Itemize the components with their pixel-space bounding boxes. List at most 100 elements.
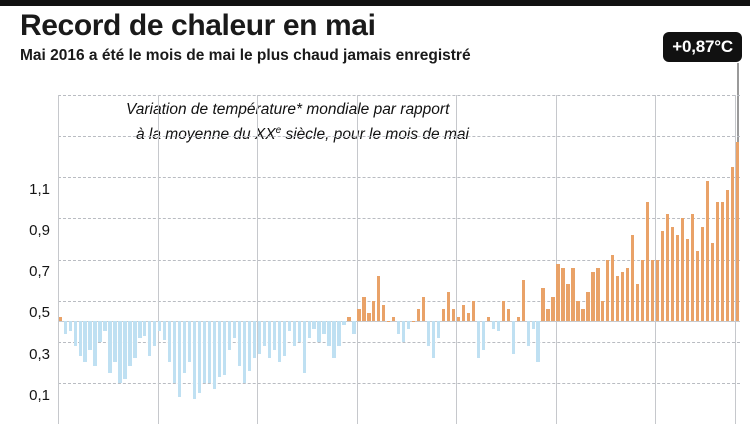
badge-leader-line: [737, 63, 739, 143]
chart-bar: [402, 321, 406, 342]
chart-bar: [725, 189, 729, 322]
chart-bar: [606, 259, 610, 322]
header: Record de chaleur en mai Mai 2016 a été …: [20, 8, 732, 66]
chart-bar: [78, 321, 82, 357]
chart-bar: [566, 284, 570, 322]
chart-bar: [735, 142, 739, 322]
chart-bar: [232, 321, 237, 338]
chart-bar: [392, 317, 396, 322]
chart-bar: [83, 321, 87, 363]
chart-bar: [148, 321, 152, 357]
chart-bar: [481, 321, 485, 350]
chart-bar: [561, 267, 565, 322]
chart-bar: [302, 321, 306, 373]
y-gridline: [58, 382, 740, 384]
x-gridline: [456, 95, 457, 424]
chart-bar: [581, 308, 585, 322]
chart-bar: [382, 304, 386, 322]
chart-bar: [63, 321, 67, 334]
chart-bar: [372, 300, 376, 322]
chart-bar: [163, 321, 167, 340]
chart-bar: [153, 321, 157, 346]
chart-bar: [526, 321, 530, 346]
x-gridline: [556, 95, 557, 424]
chart-bar: [287, 321, 291, 332]
chart-bar: [257, 321, 261, 355]
chart-bar: [397, 321, 401, 334]
chart-bar: [207, 321, 212, 383]
chart-bar: [113, 321, 117, 363]
chart-bar: [705, 181, 710, 322]
chart-bar: [183, 321, 187, 373]
y-tick-label: 0,1: [29, 386, 50, 404]
chart-bar: [476, 321, 481, 359]
chart-bar: [128, 321, 132, 367]
chart-bar: [531, 321, 535, 330]
chart-bar: [486, 317, 490, 322]
chart-bar: [282, 321, 286, 357]
chart-bar: [471, 300, 476, 322]
x-gridline: [357, 95, 358, 424]
chart-bar: [631, 234, 635, 322]
chart-bar: [412, 321, 416, 323]
chart-bar: [690, 214, 695, 322]
chart-bar: [611, 255, 615, 322]
chart-bar: [591, 271, 595, 322]
chart-bar: [636, 284, 640, 322]
x-gridline: [58, 95, 59, 424]
page-title: Record de chaleur en mai: [20, 9, 376, 42]
chart-bar: [536, 321, 540, 363]
chart-bar: [173, 321, 177, 383]
chart-bar: [352, 321, 356, 334]
chart-bar: [650, 259, 655, 322]
chart-bar: [456, 317, 461, 322]
chart-bar: [68, 321, 72, 332]
chart-bar: [387, 321, 391, 323]
chart-bar: [277, 321, 281, 363]
x-gridline: [735, 95, 736, 424]
chart-bar: [641, 259, 645, 322]
annotation-ordinal-suffix: e: [275, 125, 282, 136]
chart-bar: [720, 201, 724, 322]
chart-bar: [88, 321, 92, 350]
chart-bar: [342, 321, 346, 326]
x-gridline: [257, 95, 258, 424]
y-gridline: [58, 218, 740, 220]
chart-bar: [541, 288, 545, 322]
annotation-line-2-post: siècle, pour le mois de mai: [281, 126, 469, 144]
chart-bar: [730, 166, 734, 322]
chart-bar: [441, 308, 446, 322]
y-tick-label: 0,9: [29, 222, 50, 240]
status-badge: +0,87°C: [663, 32, 742, 62]
chart-bar: [511, 321, 515, 355]
y-gridline: [58, 341, 740, 343]
chart-bar: [655, 259, 660, 322]
chart-bar: [178, 321, 182, 398]
chart-bar: [431, 321, 436, 359]
chart-bar: [212, 321, 217, 390]
chart-bar: [227, 321, 232, 350]
chart-bar: [626, 267, 630, 322]
chart-bar: [123, 321, 127, 379]
y-tick-label: 1,1: [29, 181, 50, 198]
chart-bar: [377, 275, 381, 322]
chart-bar: [108, 321, 112, 373]
chart-bar: [98, 321, 102, 342]
chart-bar: [660, 230, 665, 322]
chart-bar: [516, 317, 520, 322]
chart-bar: [252, 321, 256, 359]
chart-bar: [601, 300, 605, 322]
chart-bar: [680, 218, 685, 322]
chart-bar: [197, 321, 202, 394]
chart-bar: [267, 321, 271, 359]
chart-bar: [551, 296, 555, 322]
page-subtitle: Mai 2016 a été le mois de mai le plus ch…: [20, 47, 471, 64]
chart-bar: [521, 280, 525, 322]
chart-bar: [222, 321, 227, 375]
chart-bar: [247, 321, 252, 371]
chart-bar: [446, 292, 451, 322]
chart-bar: [242, 321, 247, 383]
chart-bar: [700, 226, 705, 322]
annotation-line-2: à la moyenne du XXe siècle, pour le mois…: [126, 120, 606, 145]
